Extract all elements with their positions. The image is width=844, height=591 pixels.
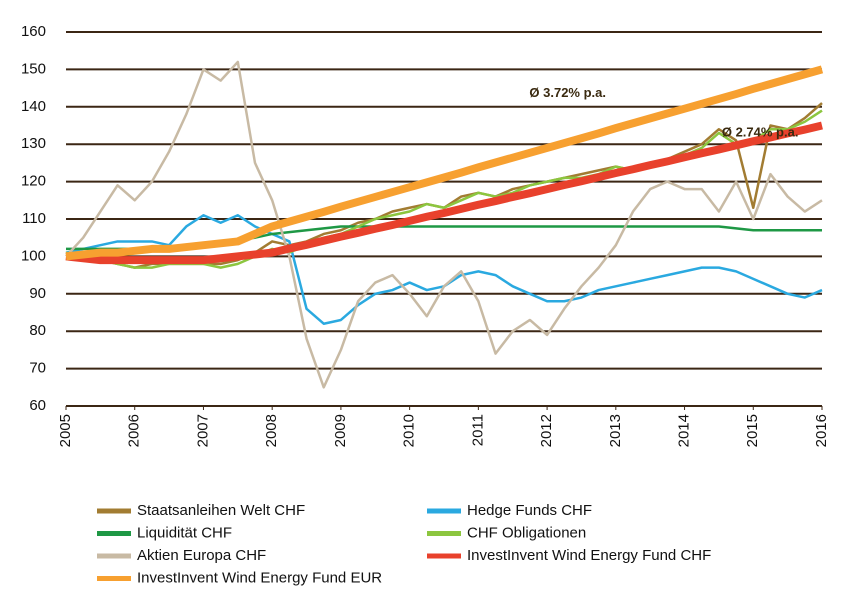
legend-label: CHF Obligationen bbox=[467, 524, 586, 541]
y-tick-label: 60 bbox=[29, 397, 46, 414]
y-tick-label: 150 bbox=[21, 60, 46, 77]
y-tick-label: 80 bbox=[29, 322, 46, 339]
series-line bbox=[65, 121, 823, 265]
legend-label: InvestInvent Wind Energy Fund CHF bbox=[467, 547, 711, 564]
legend-label: Liquidität CHF bbox=[137, 524, 232, 541]
x-tick-label: 2006 bbox=[126, 414, 143, 447]
y-tick-label: 160 bbox=[21, 23, 46, 40]
series-line bbox=[65, 65, 824, 261]
y-tick-label: 140 bbox=[21, 98, 46, 115]
x-tick-label: 2013 bbox=[607, 414, 624, 447]
x-tick-label: 2016 bbox=[813, 414, 830, 447]
y-tick-label: 130 bbox=[21, 135, 46, 152]
y-tick-label: 90 bbox=[29, 285, 46, 302]
annotation: Ø 2.74% p.a. bbox=[722, 124, 799, 139]
legend-label: Hedge Funds CHF bbox=[467, 502, 592, 519]
y-tick-label: 110 bbox=[22, 210, 46, 227]
x-tick-label: 2015 bbox=[744, 414, 761, 447]
annotation: Ø 3.72% p.a. bbox=[529, 85, 606, 100]
x-tick-label: 2012 bbox=[538, 414, 555, 447]
series-line bbox=[65, 214, 823, 325]
series-line bbox=[65, 60, 823, 389]
legend-label: Aktien Europa CHF bbox=[137, 547, 266, 564]
x-tick-label: 2007 bbox=[194, 414, 211, 447]
x-tick-label: 2005 bbox=[57, 414, 74, 447]
legend-label: InvestInvent Wind Energy Fund EUR bbox=[137, 569, 382, 586]
y-tick-label: 100 bbox=[21, 247, 46, 264]
legend-label: Staatsanleihen Welt CHF bbox=[137, 502, 305, 519]
x-tick-label: 2008 bbox=[263, 414, 280, 447]
x-tick-label: 2009 bbox=[332, 414, 349, 447]
x-tick-label: 2011 bbox=[469, 414, 486, 446]
x-tick-label: 2014 bbox=[676, 414, 693, 447]
y-tick-label: 70 bbox=[29, 360, 46, 377]
y-tick-label: 120 bbox=[21, 173, 46, 190]
x-tick-label: 2010 bbox=[401, 414, 418, 447]
